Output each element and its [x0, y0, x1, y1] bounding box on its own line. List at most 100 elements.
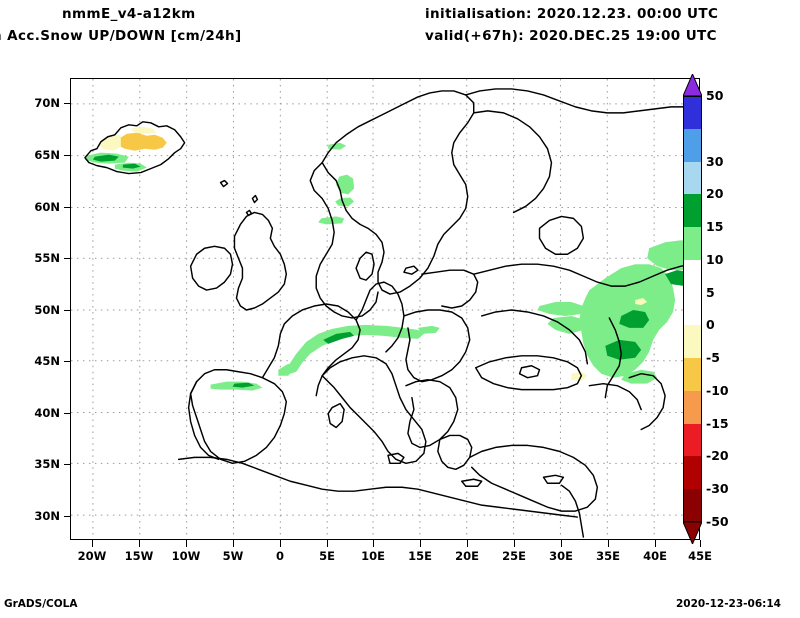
colorbar-tick-label: -30 — [706, 481, 729, 497]
coast-iberia — [189, 369, 288, 465]
coastlines — [84, 88, 699, 538]
x-tick-label: 30E — [549, 549, 573, 563]
coast-sardinia-corsica — [327, 402, 345, 429]
x-tick-mark — [327, 540, 328, 547]
shade-norway-c — [318, 216, 345, 225]
shade-iceland-melt-pale2 — [130, 126, 157, 134]
shade-iceland-melt-pale — [98, 134, 121, 151]
colorbar-segment — [683, 456, 702, 490]
shade-russia-light-s — [621, 369, 658, 384]
y-tick-mark — [64, 464, 71, 465]
colorbar-tick-label: 20 — [706, 186, 724, 202]
coast-turkey — [469, 444, 599, 512]
coast-faroe — [219, 179, 229, 188]
y-tick-mark — [64, 310, 71, 311]
colorbar-tick-label: 50 — [706, 88, 724, 103]
coast-ireland — [189, 245, 234, 291]
border-central-europe — [403, 309, 471, 383]
colorbar[interactable] — [683, 74, 702, 544]
y-tick-label: 55N — [34, 251, 60, 265]
y-tick-mark — [64, 413, 71, 414]
shade-iceland-snow-dark2 — [122, 163, 141, 169]
y-tick-mark — [64, 361, 71, 362]
colorbar-segment — [683, 161, 702, 195]
y-tick-label: 50N — [34, 303, 60, 317]
y-tick-label: 65N — [34, 148, 60, 162]
shade-norway-b — [335, 197, 355, 207]
colorbar-tick-label: -5 — [706, 350, 720, 366]
coast-kola — [472, 110, 553, 214]
shade-iceland-melt-orange — [116, 132, 167, 151]
y-tick-label: 70N — [34, 96, 60, 110]
coast-adriatic-balkans — [405, 378, 459, 449]
border-russia-north — [472, 263, 696, 287]
coast-italy — [321, 355, 427, 465]
coast-levant — [560, 484, 585, 538]
colorbar-tick-label: 0 — [706, 317, 715, 333]
colorbar-segment — [683, 292, 702, 326]
colorbar-segment — [683, 227, 702, 261]
shade-norway-a — [336, 174, 355, 195]
x-tick-label: 10W — [171, 549, 201, 563]
colorbar-tick-label: 15 — [706, 219, 724, 235]
colorbar-segment — [683, 358, 702, 392]
coast-white-sea — [538, 215, 585, 255]
y-tick-mark — [64, 155, 71, 156]
map-svg — [71, 79, 699, 539]
map-canvas — [71, 79, 699, 539]
shade-russia-light-sw — [547, 315, 586, 334]
map-plot-area[interactable] — [70, 78, 700, 540]
coast-baltic-states — [421, 269, 479, 309]
x-tick-label: 15W — [124, 549, 154, 563]
x-tick-mark — [608, 540, 609, 547]
x-tick-label: 20E — [455, 549, 479, 563]
colorbar-tick-label: -15 — [706, 415, 729, 431]
y-tick-label: 60N — [34, 200, 60, 214]
y-tick-mark — [64, 103, 71, 104]
x-tick-mark — [373, 540, 374, 547]
valid-time: valid(+67h): 2020.DEC.25 19:00 UTC — [425, 28, 717, 44]
coast-gotland — [403, 265, 419, 275]
y-tick-mark — [64, 516, 71, 517]
border-caucasus — [588, 382, 642, 411]
colorbar-segment — [683, 325, 702, 359]
coast-sicily — [387, 452, 405, 465]
x-tick-label: 5W — [222, 549, 244, 563]
x-tick-label: 15E — [408, 549, 432, 563]
x-tick-mark — [700, 540, 701, 547]
coast-portugal — [187, 380, 220, 461]
border-ukraine-russia — [480, 309, 589, 365]
initialisation-time: initialisation: 2020.12.23. 00:00 UTC — [425, 6, 719, 22]
coast-iceland — [84, 121, 186, 175]
coast-scandinavia — [321, 90, 475, 295]
shade-melt-spot-sw — [571, 371, 588, 381]
y-tick-label: 45N — [34, 354, 60, 368]
model-title: nmmE_v4-a12km — [62, 6, 196, 22]
colorbar-bottom-arrow — [683, 522, 702, 544]
x-tick-mark — [92, 540, 93, 547]
colorbar-segment — [683, 489, 702, 523]
coast-cyprus — [542, 474, 565, 484]
colorbar-segment — [683, 96, 702, 130]
shade-alps-west — [278, 363, 295, 376]
y-tick-label: 40N — [34, 406, 60, 420]
coast-great-britain — [233, 211, 288, 311]
coast-greece — [437, 434, 473, 471]
colorbar-tick-label: -20 — [706, 448, 729, 464]
coast-denmark — [355, 251, 375, 281]
shade-alps-east — [417, 325, 440, 334]
colorbar-segment — [683, 194, 702, 228]
x-tick-label: 20W — [77, 549, 107, 563]
shade-alps-core — [323, 331, 355, 344]
colorbar-segment — [683, 128, 702, 163]
colorbar-tick-label: 30 — [706, 153, 724, 169]
x-tick-mark — [420, 540, 421, 547]
coast-shetland — [251, 194, 259, 204]
footer-credit: GrADS/COLA — [4, 598, 78, 610]
colorbar-segment — [683, 423, 702, 457]
x-tick-label: 5E — [319, 549, 335, 563]
shade-russia-core-1 — [619, 309, 650, 328]
x-tick-label: 0 — [275, 549, 284, 563]
shade-russia-core-2 — [605, 339, 642, 360]
coast-france — [261, 303, 361, 397]
